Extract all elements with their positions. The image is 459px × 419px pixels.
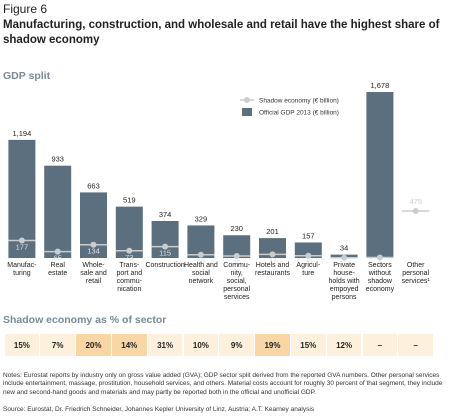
table-cell: 14% [111,334,147,356]
table-cell: 31% [147,334,183,356]
bar [294,242,322,258]
shadow-dot [197,251,204,258]
bar [223,235,251,258]
x-tick-label: Real estate [48,262,68,277]
bar-value-label: 201 [266,227,279,236]
shadow-dot [233,253,240,260]
shadow-value-label: 177 [16,242,29,251]
x-tick-label: Manufac- turing [7,262,37,277]
bar [366,92,394,258]
table-cell: 20% [76,334,111,356]
shadow-value-label: 134 [87,247,100,256]
x-tick-label: Commu- nity, social, personal services [223,262,251,301]
title: Manufacturing, construction, and wholesa… [3,19,440,46]
table-cell: – [362,334,398,356]
chart: 1,194 177 933 65 663 134 519 73 374 115 329 33 230 20… [8,81,430,269]
shadow-value-label: 23 [304,258,312,267]
shadow-dot [376,254,383,261]
shadow-dot [126,247,133,254]
shadow-dot [162,243,169,250]
shadow-value-label: 33 [197,257,205,266]
table-cell: 15% [290,334,326,356]
x-tick-label: Construction [145,262,185,269]
bar-value-label: 933 [51,155,64,164]
x-tick-label: Health and social network [183,262,218,285]
bar-value-label: 230 [230,224,243,233]
table-title: Shadow economy as % of sector [3,314,167,326]
bar [259,238,286,258]
shadow-value-label: 65 [54,254,62,263]
x-tick-label: Private house- holds with empoyed person… [328,262,360,301]
table-cell: 12% [326,334,362,356]
bar-value-label: 519 [123,196,136,205]
x-tick-label: Other personal services¹ [401,262,430,285]
bar-value-label: 1,678 [371,81,390,90]
legend-label: Shadow economy (€ billion) [259,98,339,105]
shadow-dot [269,251,276,258]
shadow-dot [54,248,61,255]
legend-swatch [242,108,252,116]
legend-swatch [244,97,250,103]
shadow-value-label: 5 [378,260,382,269]
x-tick-label: Sectors without shadow economy [365,262,395,293]
shadow-value-label: 37 [268,256,276,265]
shadow-dot [90,241,97,248]
shadow-value-label: 20 [233,258,241,267]
shadow-value-label: 3 [342,260,346,269]
legend-label: Official GDP 2013 (€ billion) [259,110,339,117]
source: Source: Eurostat, Dr. Friedrich Schneide… [3,406,315,413]
x-tick-label: Trans- port and commu- nication [116,262,143,293]
shadow-value-label: 475 [409,197,422,206]
legend-box [234,91,346,121]
table-cell: 15% [4,334,40,356]
x-tick-label: Whole- sale and retail [80,262,107,285]
shadow-dot [305,252,312,259]
chart-title: GDP split [3,70,51,82]
bar-value-label: 663 [87,181,100,190]
bar-value-label: 374 [159,210,172,219]
shadow-value-label: 73 [125,253,133,262]
table-cell: 9% [219,334,255,356]
table-cell: 19% [255,334,290,356]
figure-label: Figure 6 [3,2,48,16]
table-cell: – [398,334,434,356]
bar [44,165,72,258]
table-cell: 10% [183,334,219,356]
x-tick-label: Hotels and restaurants [254,262,291,277]
bar-value-label: 157 [302,231,315,240]
shadow-dot [412,208,419,215]
bar-value-label: 34 [340,244,348,253]
x-tick-label: Agricul- ture [296,262,321,277]
bar [151,221,179,258]
shadow-value-label: 115 [159,249,171,258]
bar-value-label: 329 [195,214,208,223]
table-cell: 7% [40,334,76,356]
notes: Notes: Eurostat reports by industry only… [3,372,443,396]
shadow-dot [18,237,25,244]
bar-value-label: 1,194 [13,129,32,138]
shadow-dot [341,254,348,261]
